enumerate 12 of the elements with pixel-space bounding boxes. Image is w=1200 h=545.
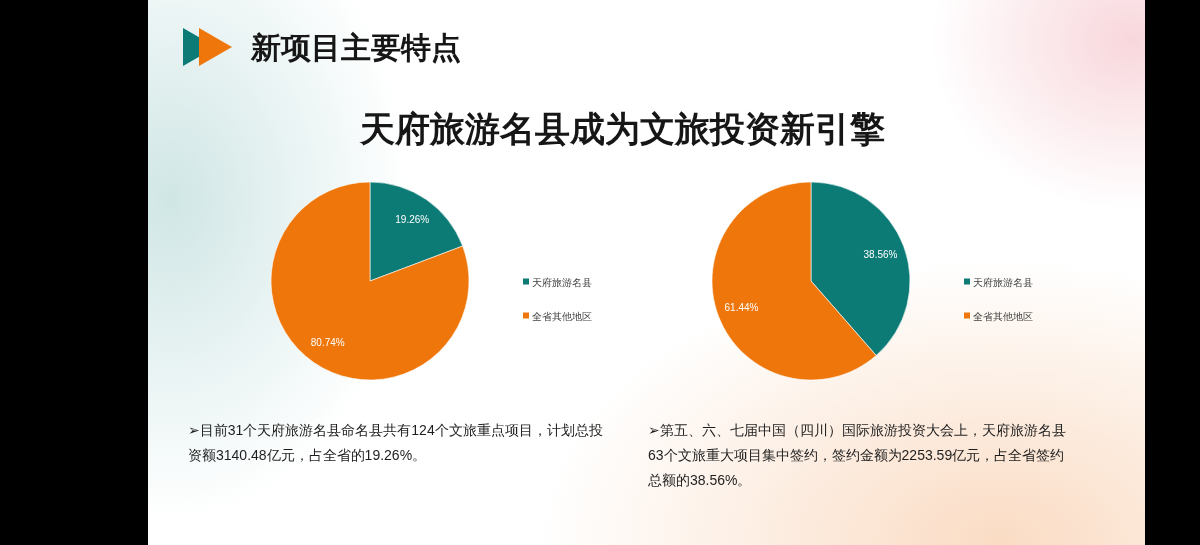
text: ➢目前31个天府旅游名县命名县共有124个文旅重点项目，计划总投资额3140.48亿元，占全省的19.26%。 bbox=[188, 421, 604, 465]
text: ➢第五、六、七届中国（四川）国际旅游投资大会上，天府旅游名县63个文旅重大项目集中签约，签约金额为2253.59亿元，占全省签约总额的38.56%。 bbox=[648, 421, 1067, 490]
legend-label: 天府旅游名县 bbox=[973, 276, 1033, 288]
legend-label: 全省其他地区 bbox=[532, 310, 592, 322]
legend-label: 全省其他地区 bbox=[973, 310, 1033, 322]
data-label: 38.56% bbox=[863, 249, 898, 261]
data-label: 19.26% bbox=[395, 214, 430, 226]
data-label: 61.44% bbox=[724, 301, 759, 313]
chart-title: 新项目主要特点 bbox=[250, 31, 461, 64]
chart-subtitle: 天府旅游名县成为文旅投资新引擎 bbox=[358, 109, 885, 148]
data-label: 80.74% bbox=[310, 336, 345, 348]
legend-label: 天府旅游名县 bbox=[532, 276, 592, 288]
